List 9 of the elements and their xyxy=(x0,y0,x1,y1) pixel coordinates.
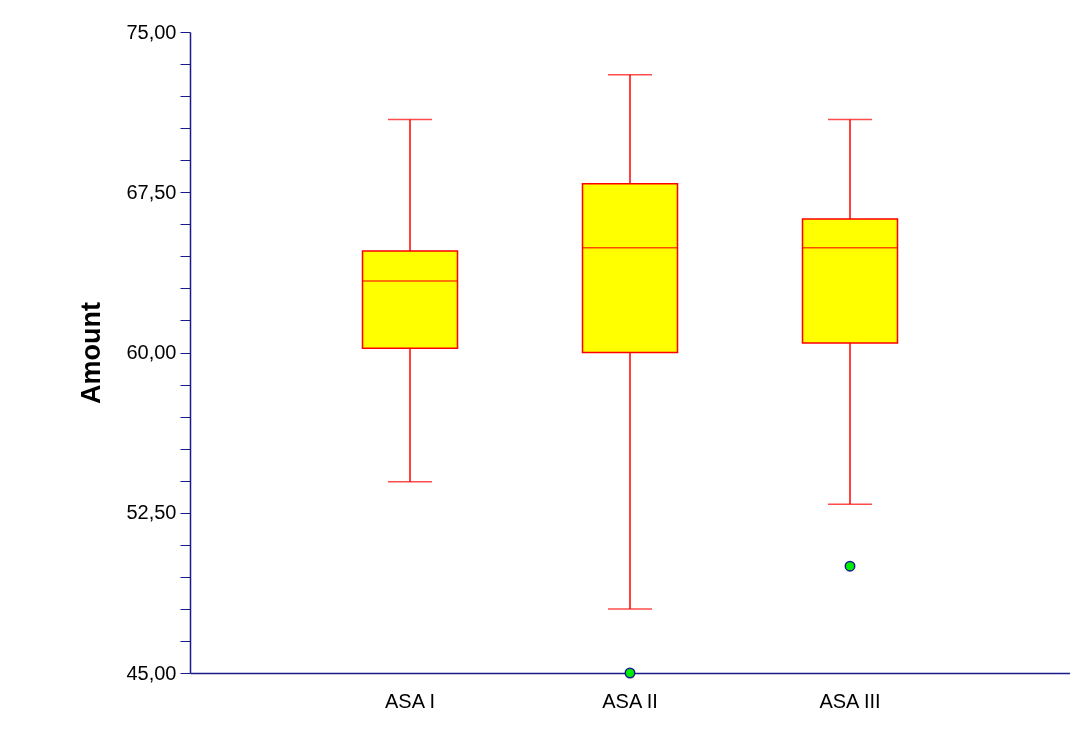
x-tick-label: ASA I xyxy=(384,689,436,712)
y-tick-label: 75,00 xyxy=(126,20,177,43)
y-axis-title: Amount xyxy=(76,302,107,404)
y-tick-label: 60,00 xyxy=(126,341,177,363)
y-tick-label: 45,00 xyxy=(126,661,177,684)
x-tick-label: ASA III xyxy=(819,689,881,712)
y-tick-label: 52,50 xyxy=(126,501,177,524)
x-tick-label: ASA II xyxy=(602,689,658,712)
y-tick-label: 67,50 xyxy=(126,180,177,203)
